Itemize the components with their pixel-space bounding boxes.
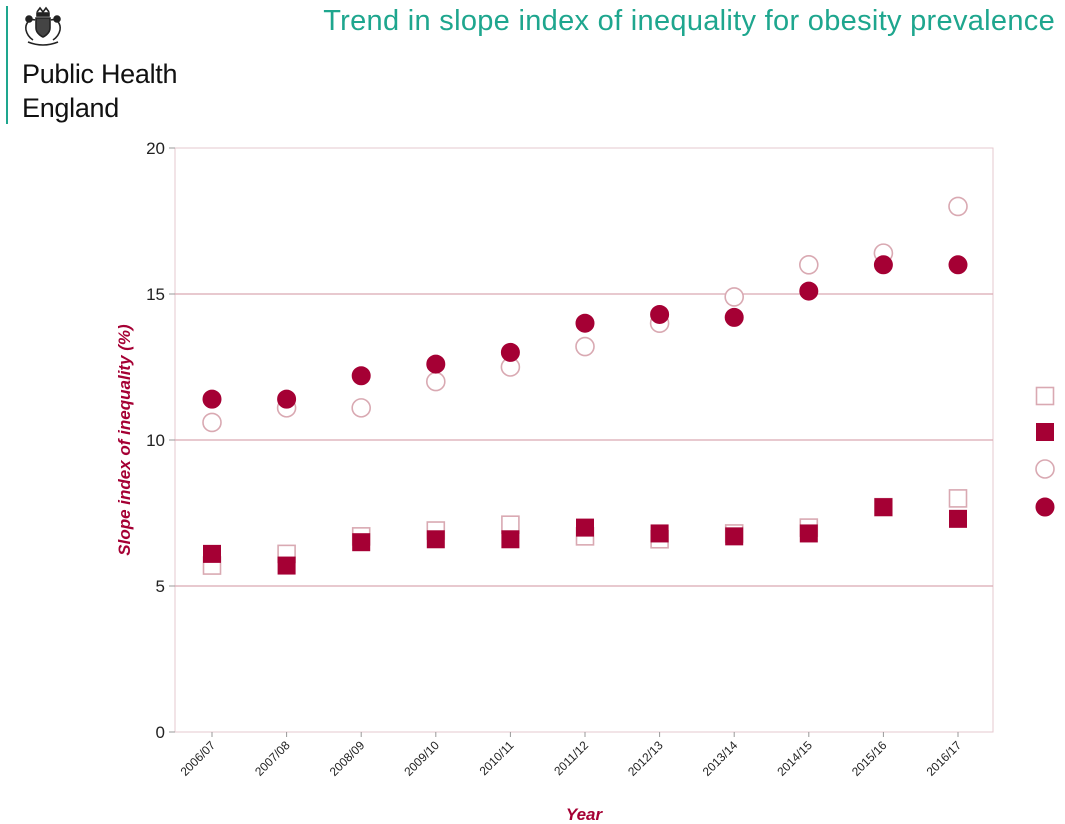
x-tick-label: 2013/14	[700, 738, 741, 779]
org-name-line2: England	[22, 93, 119, 123]
legend-symbol-3	[1035, 459, 1055, 479]
series-4-point	[575, 313, 595, 333]
series-3-point	[798, 254, 819, 275]
series-3-point	[948, 196, 968, 217]
x-tick-label: 2014/15	[774, 738, 815, 779]
series-2-point	[874, 498, 893, 517]
y-tick-label: 10	[146, 431, 165, 450]
series-2-point	[799, 524, 818, 543]
brand-accent-bar	[6, 6, 8, 124]
series-2-point	[650, 524, 669, 543]
y-tick-label: 20	[146, 139, 165, 158]
series-2-point	[501, 530, 520, 549]
x-tick-label: 2010/11	[477, 738, 517, 778]
series-4-point	[351, 366, 371, 386]
legend-symbol-1	[1035, 386, 1055, 406]
series-4-point	[277, 389, 297, 409]
x-tick-label: 2016/17	[924, 738, 965, 779]
legend-symbol-2	[1036, 423, 1054, 441]
series-3-point	[351, 398, 372, 418]
series-1-point	[948, 489, 968, 508]
royal-crest-icon	[25, 6, 61, 46]
y-tick-label: 5	[156, 577, 165, 596]
x-tick-label: 2008/09	[327, 738, 368, 779]
series-2-point	[949, 509, 967, 528]
series-2-point	[352, 533, 371, 552]
series-3-point	[425, 371, 446, 392]
x-tick-label: 2006/07	[178, 738, 219, 779]
series-4-point	[650, 304, 670, 324]
series-2-point	[277, 556, 296, 575]
series-2-point	[203, 544, 221, 563]
x-tick-label: 2009/10	[401, 738, 442, 779]
series-2-point	[426, 530, 445, 549]
series-4-point	[948, 255, 968, 275]
series-2-point	[576, 518, 594, 537]
series-4-point	[724, 307, 744, 327]
y-tick-label: 15	[146, 285, 165, 304]
page-title: Trend in slope index of inequality for o…	[323, 5, 1055, 37]
org-name-line1: Public Health	[22, 59, 178, 89]
y-tick-label: 0	[156, 723, 165, 742]
series-4-point	[799, 281, 819, 301]
series-4-point	[873, 255, 893, 275]
series-3-point	[575, 336, 595, 357]
x-tick-label: 2015/16	[849, 738, 890, 779]
x-tick-label: 2011/12	[551, 738, 591, 778]
y-axis-label: Slope index of inequality (%)	[115, 324, 134, 556]
x-tick-label: 2007/08	[252, 738, 293, 779]
series-3-point	[202, 412, 222, 433]
series-3-point	[724, 287, 745, 307]
x-axis-label: Year	[566, 805, 604, 824]
series-2-point	[725, 527, 744, 546]
series-4-point	[202, 389, 222, 409]
series-4-point	[426, 354, 446, 374]
legend-symbol-4	[1035, 497, 1055, 517]
x-tick-label: 2012/13	[625, 738, 666, 779]
series-4-point	[500, 342, 520, 362]
